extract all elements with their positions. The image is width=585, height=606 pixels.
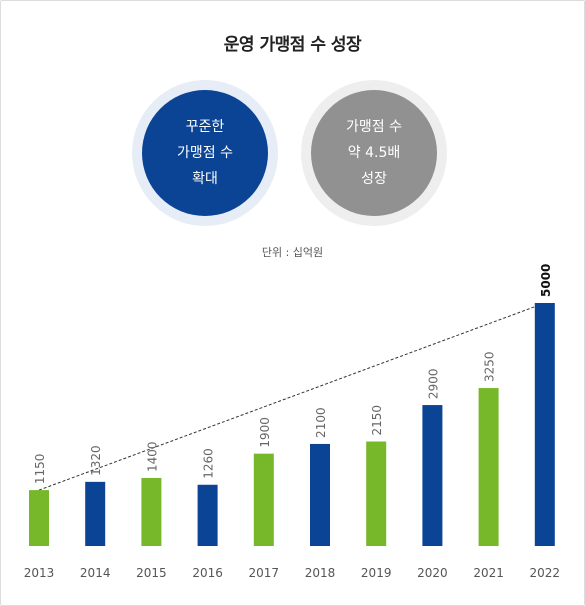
x-tick-2021: 2021 [473,566,504,580]
bar-2022 [534,303,555,546]
badge-expansion-line-3: 확대 [192,171,218,187]
value-label-2022: 5000 [539,264,553,297]
x-tick-2013: 2013 [24,566,55,580]
bar-2019 [366,441,387,546]
unit-label: 단위 : 십억원 [261,246,324,259]
bar-2016 [197,484,218,546]
value-label-2020: 2900 [426,369,440,400]
bar-2014 [85,481,106,546]
value-label-2015: 1400 [145,441,159,472]
value-label-2017: 1900 [258,417,272,448]
x-tick-2014: 2014 [80,566,111,580]
chart-title: 운영 가맹점 수 성장 [223,35,362,55]
badge-growth-line-1: 가맹점 수 [346,119,402,135]
x-tick-2017: 2017 [249,566,280,580]
badge-expansion: 꾸준한 가맹점 수 확대 [142,90,268,216]
badge-growth-line-3: 성장 [361,171,387,187]
x-tick-2019: 2019 [361,566,392,580]
bar-2015 [141,477,162,546]
value-label-2021: 3250 [483,352,497,383]
badge-growth: 가맹점 수 약 4.5배 성장 [311,90,437,216]
bar-2018 [310,443,330,546]
value-label-2013: 1150 [33,454,47,485]
x-tick-2022: 2022 [530,566,561,580]
x-tick-2018: 2018 [305,566,336,580]
x-tick-2015: 2015 [136,566,167,580]
bar-2013 [29,490,49,546]
value-label-2016: 1260 [202,448,216,479]
bar-2017 [253,453,274,546]
bar-2020 [422,405,443,546]
badge-expansion-line-1: 꾸준한 [185,119,225,135]
badge-expansion-line-2: 가맹점 수 [177,145,233,161]
badge-expansion-ring: 꾸준한 가맹점 수 확대 [132,80,278,226]
x-tick-2020: 2020 [417,566,448,580]
value-label-2014: 1320 [89,445,103,476]
badge-growth-line-2: 약 4.5배 [347,145,401,161]
value-label-2018: 2100 [314,407,328,438]
badge-growth-ring: 가맹점 수 약 4.5배 성장 [301,80,447,226]
value-label-2019: 2150 [370,405,384,436]
trend-line [38,302,545,491]
x-tick-2016: 2016 [192,566,223,580]
bar-2021 [478,388,499,546]
